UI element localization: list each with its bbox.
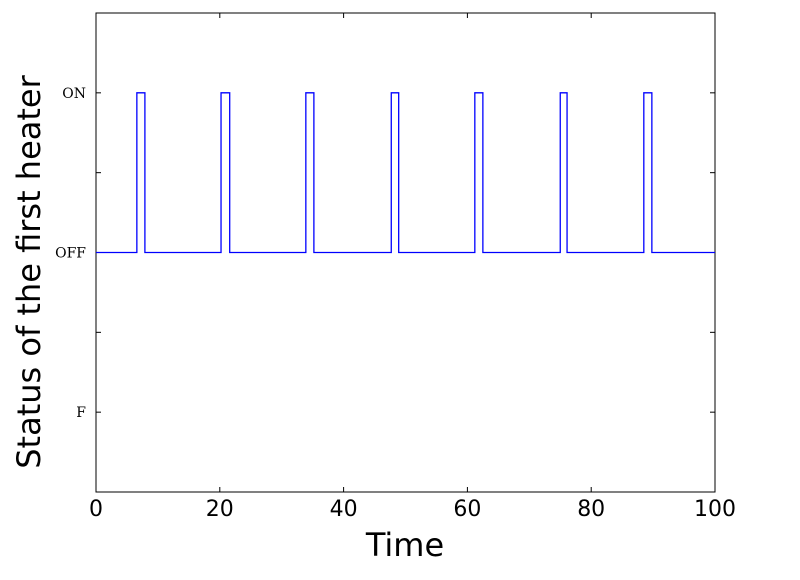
x-tick-label: 0 — [89, 497, 103, 522]
x-tick-label: 100 — [694, 497, 736, 522]
series-line — [96, 92, 715, 254]
y-axis-label: Status of the first heater — [10, 74, 48, 468]
x-tick-label: 60 — [453, 497, 481, 522]
y-tick-label: OFF — [55, 246, 86, 262]
x-tick-label: 80 — [577, 497, 605, 522]
x-tick-label: 40 — [330, 497, 358, 522]
y-tick-label: ON — [62, 86, 86, 102]
x-tick-label: 20 — [206, 497, 234, 522]
x-axis-label: Time — [365, 526, 444, 564]
y-tick-label: F — [76, 405, 86, 421]
